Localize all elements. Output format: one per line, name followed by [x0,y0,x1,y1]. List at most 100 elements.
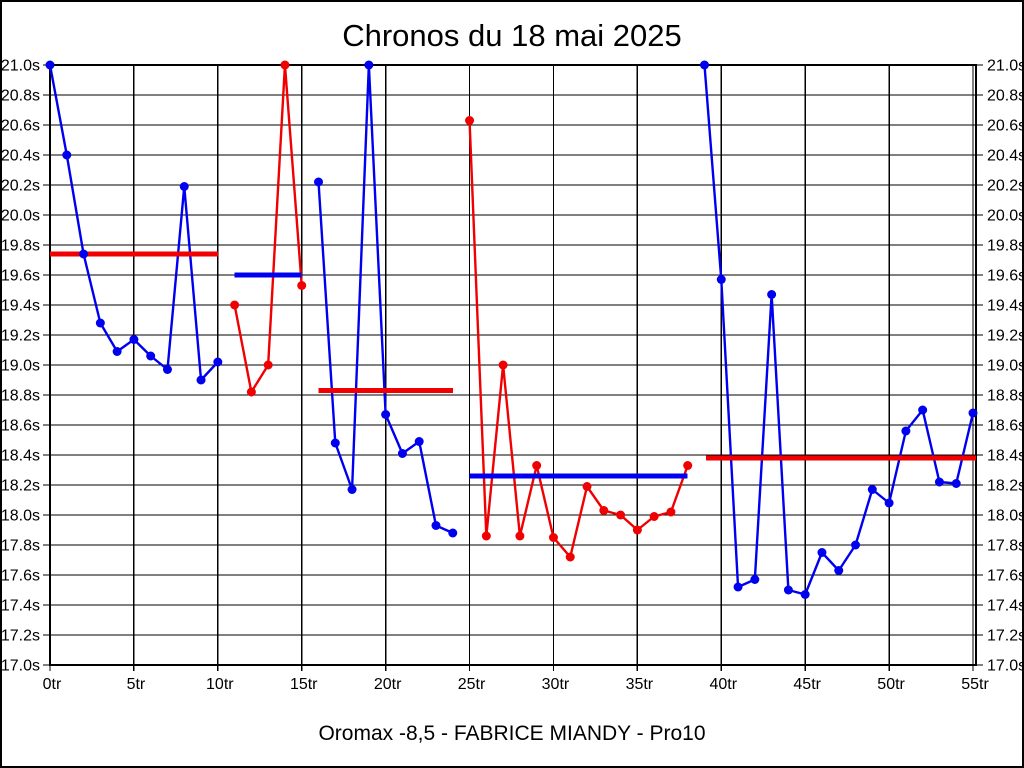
data-point-marker [901,426,911,436]
y-axis-label-left: 20.6s [2,118,40,135]
data-point-marker [565,552,575,562]
y-axis-label-right: 19.2s [987,328,1022,345]
y-axis-label-right: 18.2s [987,478,1022,495]
y-axis-label-right: 17.2s [987,628,1022,645]
data-point-marker [951,479,961,488]
data-point-marker [817,548,827,557]
y-axis-label-left: 17.6s [2,568,40,585]
data-point-marker [129,335,139,344]
y-axis-label-left: 17.0s [2,658,40,675]
data-point-marker [750,575,760,584]
data-point-marker [330,438,340,448]
y-axis-label-right: 20.2s [987,178,1022,195]
data-point-marker [767,290,777,299]
data-point-marker [851,540,861,550]
y-axis-label-left: 20.0s [2,208,40,225]
plot-border [49,64,977,666]
y-axis-label-left: 18.6s [2,418,40,435]
data-point-marker [632,525,642,535]
data-point-marker [213,357,223,367]
x-axis-label: 50tr [877,676,905,693]
x-axis-label: 10tr [206,676,234,693]
y-axis-label-right: 20.4s [987,148,1022,165]
data-point-marker [45,60,55,70]
data-point-marker [699,60,709,70]
series-line-stint-4-red [468,120,689,559]
data-point-marker [79,249,89,259]
y-axis-label-left: 18.8s [2,388,40,405]
x-axis-label: 40tr [709,676,737,693]
data-point-marker [616,510,626,520]
data-point-marker [246,387,256,397]
data-point-marker [381,410,391,419]
data-point-marker [448,528,458,538]
x-axis-label: 45tr [793,676,821,693]
plot-area: 17.0s 17.0s 17.2s 17.2s 17.4s 17.4s 17.6s 17.6s… [2,58,1022,694]
data-point-marker [179,182,189,191]
y-axis-label-left: 20.2s [2,178,40,195]
x-axis-label: 20tr [374,676,402,693]
y-axis-label-right: 19.8s [987,238,1022,255]
data-point-marker [297,281,307,290]
data-point-marker [146,351,156,361]
data-point-marker [599,506,609,515]
chart-title: Chronos du 18 mai 2025 [342,18,682,53]
x-axis-label: 25tr [458,676,486,693]
y-axis-label-right: 18.4s [987,448,1022,465]
y-axis-label-right: 19.4s [987,298,1022,315]
y-axis-label-left: 17.8s [2,538,40,555]
y-axis-label-right: 18.6s [987,418,1022,435]
y-axis-label-right: 20.0s [987,208,1022,225]
x-axis-label: 55tr [961,676,989,693]
data-point-marker [397,449,407,458]
y-axis-label-left: 18.4s [2,448,40,465]
data-point-marker [280,60,290,70]
y-axis-label-right: 19.6s [987,268,1022,285]
x-axis-label: 5tr [127,676,146,693]
data-point-marker [347,485,357,494]
data-point-marker [666,507,676,517]
data-point-marker [968,408,978,418]
y-axis-label-right: 18.8s [987,388,1022,405]
x-axis-label: 0tr [43,676,62,693]
data-point-marker [112,347,122,356]
data-point-marker [783,585,793,595]
y-axis-label-left: 18.0s [2,508,40,525]
data-point-marker [515,531,525,541]
x-axis-label: 15tr [290,676,318,693]
data-point-marker [230,300,240,310]
data-point-marker [314,177,324,187]
data-point-marker [263,360,273,370]
data-point-marker [867,485,877,494]
chart-caption: Oromax -8,5 - FABRICE MIANDY - Pro10 [318,722,705,745]
y-axis-label-left: 19.8s [2,238,40,255]
data-point-marker [733,582,743,592]
x-axis-label: 30tr [542,676,570,693]
y-axis-label-left: 19.2s [2,328,40,345]
data-point-marker [548,533,558,542]
series-line-stint-2-red [233,63,303,394]
y-axis-label-right: 20.8s [987,88,1022,105]
y-axis-label-left: 17.2s [2,628,40,645]
data-point-marker [414,437,424,446]
data-point-marker [532,461,542,470]
y-axis-label-right: 19.0s [987,358,1022,375]
data-point-marker [649,512,659,521]
y-axis-label-left: 20.8s [2,88,40,105]
data-point-marker [934,477,944,487]
y-axis-label-left: 20.4s [2,148,40,165]
data-point-marker [162,365,172,374]
data-point-marker [834,566,844,575]
data-point-marker [95,318,105,328]
data-point-marker [800,590,810,599]
data-point-marker [196,375,206,385]
y-axis-label-left: 18.2s [2,478,40,495]
y-axis-label-left: 19.0s [2,358,40,375]
data-point-marker [62,150,72,160]
y-axis-label-right: 21.0s [987,58,1022,75]
y-axis-label-left: 19.4s [2,298,40,315]
data-point-marker [481,531,491,541]
y-axis-label-right: 17.8s [987,538,1022,555]
